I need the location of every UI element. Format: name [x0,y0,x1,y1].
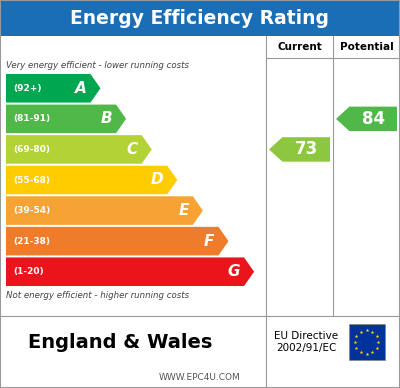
Polygon shape [269,137,330,162]
Text: (69-80): (69-80) [13,145,50,154]
Text: (21-38): (21-38) [13,237,50,246]
Polygon shape [6,166,177,194]
Text: (1-20): (1-20) [13,267,44,276]
Text: Not energy efficient - higher running costs: Not energy efficient - higher running co… [6,291,189,300]
Polygon shape [6,227,228,255]
Text: (92+): (92+) [13,84,42,93]
Text: E: E [178,203,189,218]
Text: G: G [228,264,240,279]
Text: WWW.EPC4U.COM: WWW.EPC4U.COM [159,374,241,383]
Text: (81-91): (81-91) [13,114,50,123]
Text: Potential: Potential [340,42,393,52]
Text: EU Directive: EU Directive [274,331,338,341]
Text: B: B [100,111,112,126]
Bar [348,324,384,360]
Text: C: C [126,142,138,157]
Bar [0,0,400,36]
Polygon shape [6,196,203,225]
Text: Energy Efficiency Rating: Energy Efficiency Rating [70,9,330,28]
Polygon shape [6,257,254,286]
Text: 73: 73 [294,140,318,158]
Text: (39-54): (39-54) [13,206,50,215]
Polygon shape [6,105,126,133]
Text: 84: 84 [362,110,385,128]
Text: (55-68): (55-68) [13,175,50,185]
Text: Current: Current [277,42,322,52]
Text: 2002/91/EC: 2002/91/EC [276,343,336,353]
Polygon shape [6,135,152,164]
Polygon shape [336,107,397,131]
Text: A: A [75,81,86,96]
Text: D: D [151,173,163,187]
Text: England & Wales: England & Wales [28,333,212,352]
Polygon shape [6,74,100,102]
Text: Very energy efficient - lower running costs: Very energy efficient - lower running co… [6,62,189,71]
Text: F: F [204,234,214,249]
